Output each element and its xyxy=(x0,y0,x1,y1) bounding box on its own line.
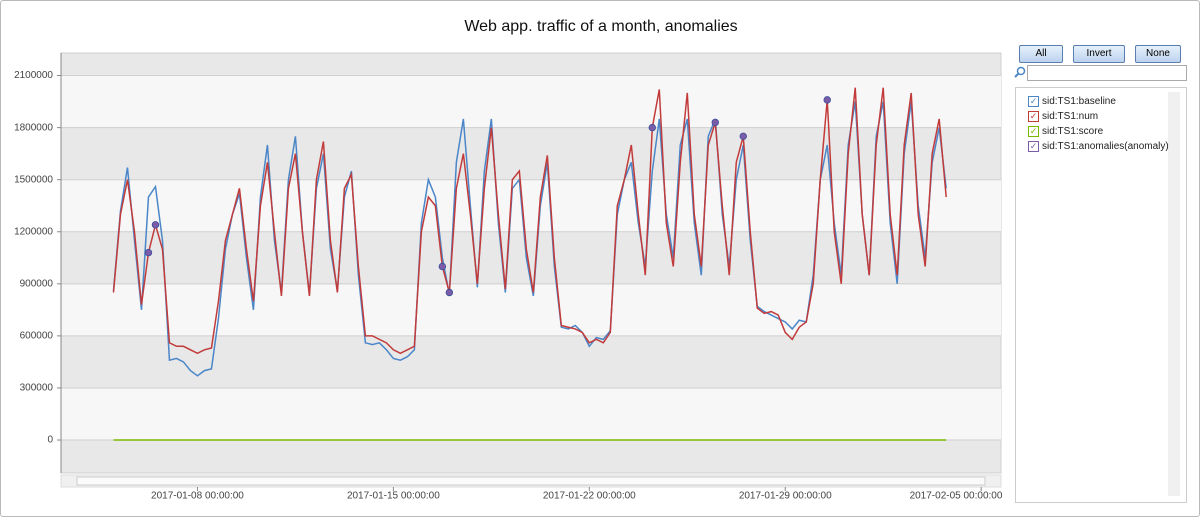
search-box[interactable] xyxy=(1027,65,1187,81)
anomaly-point xyxy=(711,118,719,127)
band xyxy=(61,75,1001,128)
y-tick-label: 0 xyxy=(47,435,53,446)
button[interactable]: Invert xyxy=(1073,45,1125,63)
legend-label: sid:TS1:num xyxy=(1042,111,1099,122)
x-tick-label: 2017-01-08 00:00:00 xyxy=(151,491,244,502)
y-tick-label: 600000 xyxy=(20,331,54,342)
anomaly-point xyxy=(739,132,747,141)
button[interactable]: None xyxy=(1135,45,1181,63)
scrollbar[interactable] xyxy=(1168,92,1180,496)
series-list: ✓ sid:TS1:baseline ✓ sid:TS1:num ✓ sid:TS1:sc… xyxy=(1015,87,1187,503)
chart-title: Web app. traffic of a month, anomalies xyxy=(464,18,737,35)
band xyxy=(61,283,1001,336)
legend-checkbox[interactable]: ✓ xyxy=(1028,111,1039,122)
legend-item[interactable]: ✓ sid:TS1:score xyxy=(1028,126,1103,137)
series-line xyxy=(112,87,947,355)
chart: Web app. traffic of a month, anomalies 0… xyxy=(14,18,1003,502)
legend-checkbox[interactable]: ✓ xyxy=(1028,126,1039,137)
anomaly-point xyxy=(144,248,153,257)
y-tick-label: 1800000 xyxy=(14,122,53,133)
h-scroll-thumb xyxy=(76,476,986,486)
y-tick-label: 1200000 xyxy=(14,226,53,237)
x-tick-label: 2017-01-15 00:00:00 xyxy=(347,491,440,502)
anomaly-point xyxy=(438,262,447,271)
x-tick-label: 2017-01-22 00:00:00 xyxy=(543,491,636,502)
x-tick-label: 2017-01-29 00:00:00 xyxy=(739,491,832,502)
anomaly-point xyxy=(445,288,454,297)
button[interactable]: All xyxy=(1019,45,1063,63)
y-tick-label: 300000 xyxy=(20,383,54,394)
anomaly-point xyxy=(151,221,160,229)
search-icon xyxy=(1014,66,1026,78)
legend-item[interactable]: ✓ sid:TS1:baseline xyxy=(1028,96,1116,107)
legend-label: sid:TS1:baseline xyxy=(1042,96,1116,107)
legend-label: sid:TS1:score xyxy=(1042,126,1104,137)
legend-item[interactable]: ✓ sid:TS1:num xyxy=(1028,111,1098,122)
legend-item[interactable]: ✓ sid:TS1:anomalies(anomaly) xyxy=(1028,141,1169,152)
anomaly-point xyxy=(648,123,656,132)
y-tick-label: 1500000 xyxy=(14,174,53,185)
anomaly-point xyxy=(823,96,831,104)
y-tick-label: 2100000 xyxy=(14,70,53,81)
band xyxy=(61,387,1001,441)
x-tick-label: 2017-02-05 00:00:00 xyxy=(910,491,1003,502)
y-tick-label: 900000 xyxy=(20,278,54,289)
legend-checkbox[interactable]: ✓ xyxy=(1028,96,1039,107)
legend-checkbox[interactable]: ✓ xyxy=(1028,141,1039,152)
legend-label: sid:TS1:anomalies(anomaly) xyxy=(1042,141,1169,152)
